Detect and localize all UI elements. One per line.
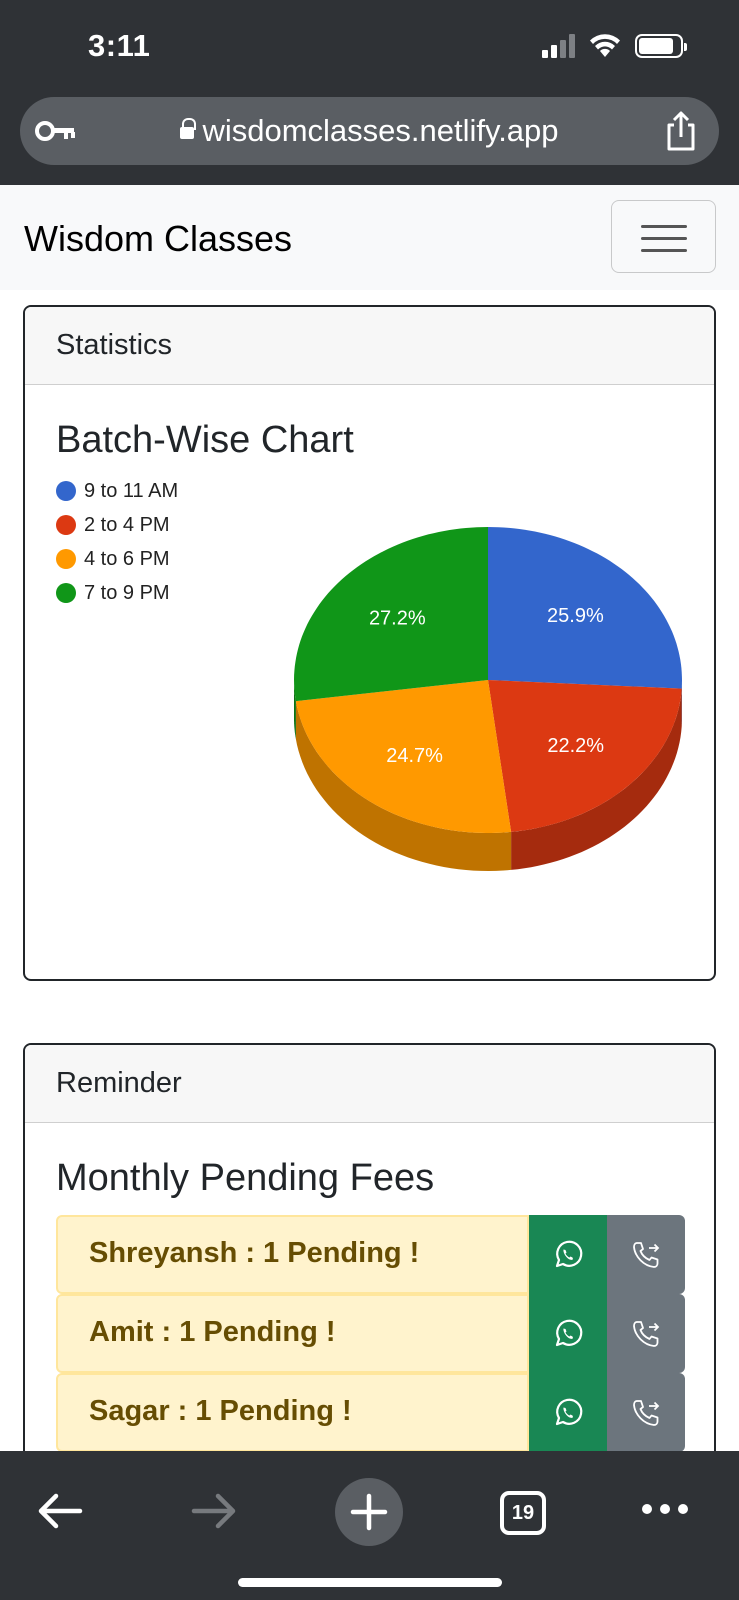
legend-item[interactable]: 7 to 9 PM (56, 576, 178, 610)
legend-dot (56, 549, 76, 569)
url-value: wisdomclasses.netlify.app (202, 113, 559, 148)
hamburger-icon (641, 225, 687, 228)
pending-fee-label: Shreyansh : 1 Pending ! (56, 1215, 529, 1294)
pie-slice-side (294, 680, 296, 740)
legend-item[interactable]: 2 to 4 PM (56, 508, 178, 542)
pie-chart: 25.9% 22.2% 24.7% 27.2% (294, 527, 682, 871)
home-indicator (238, 1578, 502, 1587)
reminder-title: Monthly Pending Fees (56, 1157, 435, 1199)
pie-slice[interactable] (294, 527, 488, 702)
call-button[interactable] (607, 1215, 685, 1294)
list-item: Shreyansh : 1 Pending ! (56, 1215, 685, 1294)
legend-label: 2 to 4 PM (84, 513, 170, 536)
menu-toggle-button[interactable] (611, 200, 716, 273)
more-icon[interactable] (640, 1501, 690, 1517)
new-tab-button[interactable] (335, 1478, 403, 1546)
pie-slice-label: 24.7% (386, 745, 443, 767)
chart-title: Batch-Wise Chart (56, 419, 354, 461)
pie-slice-label: 25.9% (547, 605, 604, 627)
legend-label: 4 to 6 PM (84, 547, 170, 570)
statistics-header: Statistics (25, 307, 714, 385)
tab-count: 19 (511, 1502, 535, 1524)
wifi-icon (590, 34, 620, 57)
forward-arrow-icon[interactable] (190, 1491, 238, 1531)
pie-slice-side (511, 688, 682, 870)
status-time: 3:11 (88, 28, 151, 63)
list-item: Sagar : 1 Pending ! (56, 1373, 685, 1452)
call-button[interactable] (607, 1373, 685, 1452)
pie-slice-label: 22.2% (547, 735, 604, 757)
key-icon[interactable] (34, 117, 78, 145)
browser-toolbar: 19 (0, 1451, 739, 1600)
browser-top-chrome: 3:11 wisdomclasses.netlify.app (0, 0, 739, 185)
pie-slice[interactable] (295, 680, 512, 833)
status-icons (542, 34, 687, 58)
pending-fee-label: Sagar : 1 Pending ! (56, 1373, 529, 1452)
legend-item[interactable]: 9 to 11 AM (56, 474, 178, 508)
reminder-header: Reminder (25, 1045, 714, 1123)
pie-slice[interactable] (488, 527, 682, 689)
tabs-button[interactable]: 19 (500, 1491, 546, 1535)
phone-forward-icon (633, 1241, 660, 1268)
pie-slice-label: 27.2% (369, 608, 426, 630)
phone-forward-icon (633, 1320, 660, 1347)
url-bar[interactable]: wisdomclasses.netlify.app (20, 97, 719, 165)
legend-dot (56, 583, 76, 603)
whatsapp-icon (555, 1319, 583, 1346)
pie-slice-side (295, 701, 512, 871)
signal-icon (542, 34, 575, 58)
phone-forward-icon (633, 1399, 660, 1426)
whatsapp-button[interactable] (529, 1215, 607, 1294)
whatsapp-button[interactable] (529, 1373, 607, 1452)
legend-item[interactable]: 4 to 6 PM (56, 542, 178, 576)
plus-icon (350, 1493, 388, 1531)
statistics-card: Statistics Batch-Wise Chart 9 to 11 AM 2… (23, 305, 716, 981)
call-button[interactable] (607, 1294, 685, 1373)
url-text[interactable]: wisdomclasses.netlify.app (20, 113, 719, 149)
brand-link[interactable]: Wisdom Classes (24, 218, 293, 259)
whatsapp-icon (555, 1398, 583, 1425)
legend-dot (56, 515, 76, 535)
share-icon[interactable] (661, 109, 701, 153)
legend-label: 9 to 11 AM (84, 479, 179, 502)
whatsapp-icon (555, 1240, 583, 1267)
reminder-card: Reminder Monthly Pending Fees Shreyansh … (23, 1043, 716, 1463)
pending-fees-list: Shreyansh : 1 Pending ! Amit : 1 Pending… (56, 1215, 685, 1452)
pie-slice[interactable] (488, 680, 682, 832)
legend-dot (56, 481, 76, 501)
chart-legend: 9 to 11 AM 2 to 4 PM 4 to 6 PM 7 to 9 PM (56, 474, 178, 610)
navbar: Wisdom Classes (0, 185, 739, 290)
legend-label: 7 to 9 PM (84, 581, 170, 604)
battery-icon (635, 34, 687, 58)
lock-icon (180, 118, 197, 139)
whatsapp-button[interactable] (529, 1294, 607, 1373)
pending-fee-label: Amit : 1 Pending ! (56, 1294, 529, 1373)
back-arrow-icon[interactable] (36, 1491, 84, 1531)
list-item: Amit : 1 Pending ! (56, 1294, 685, 1373)
